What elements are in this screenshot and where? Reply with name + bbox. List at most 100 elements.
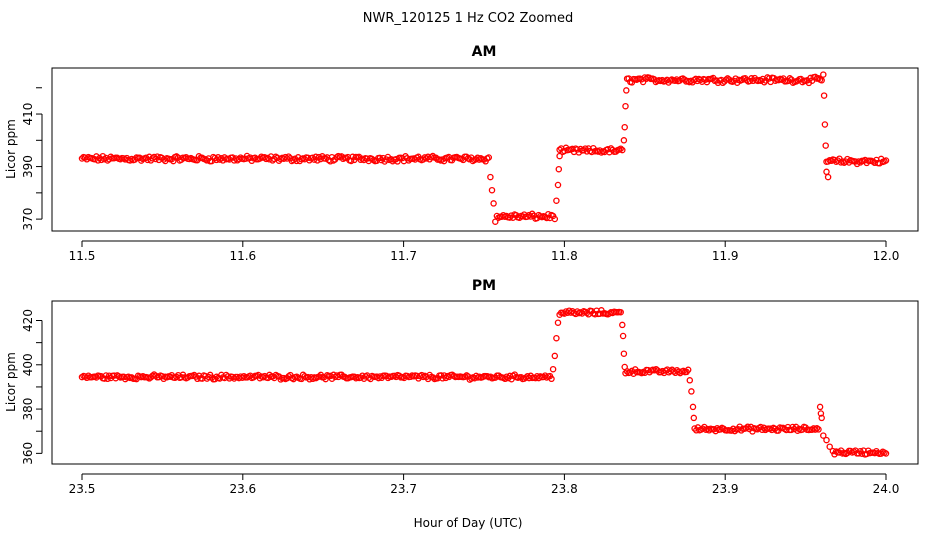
x-tick-label: 23.6 — [229, 482, 256, 496]
data-point — [761, 78, 768, 86]
data-point — [617, 308, 624, 316]
x-tick-label: 23.5 — [69, 482, 96, 496]
plot-frame-am — [51, 67, 919, 232]
data-point — [607, 145, 615, 152]
data-point — [553, 334, 560, 342]
data-point — [826, 443, 833, 450]
data-point — [623, 87, 630, 94]
data-point — [620, 137, 628, 144]
data-point — [815, 426, 822, 433]
data-point — [488, 186, 496, 194]
data-point — [490, 200, 497, 207]
data-point — [328, 375, 336, 382]
data-point — [823, 168, 830, 176]
data-point — [264, 154, 272, 162]
data-point — [503, 373, 510, 380]
data-point — [101, 375, 108, 382]
data-point — [619, 332, 627, 340]
x-tick-label: 11.6 — [229, 249, 256, 263]
x-tick-label: 11.5 — [69, 249, 96, 263]
data-point — [882, 450, 890, 457]
data-point — [617, 145, 624, 152]
y-axis-label-am: Licor ppm — [4, 119, 18, 179]
data-points-am — [78, 71, 890, 225]
y-tick-label: 400 — [21, 353, 35, 376]
y-tick-label: 420 — [21, 309, 35, 332]
data-point — [619, 321, 626, 329]
data-point — [461, 373, 469, 380]
data-point — [620, 350, 628, 357]
data-point — [485, 154, 493, 161]
data-point — [817, 410, 825, 417]
y-ticks-pm: 360 380 400 420 — [21, 309, 43, 465]
data-point — [492, 218, 499, 225]
y-axis-label-pm: Licor ppm — [4, 352, 18, 412]
data-point — [829, 447, 837, 455]
data-point — [549, 365, 557, 373]
data-point — [690, 414, 698, 422]
x-tick-label: 12.0 — [873, 249, 900, 263]
panel-am: AM Licor ppm 11.5 11.6 11.7 11.8 11.9 12.0 37… — [4, 44, 919, 263]
data-point — [487, 173, 494, 181]
y-ticks-am: 370 390 410 — [21, 87, 43, 231]
data-point — [314, 157, 321, 164]
data-point — [554, 181, 562, 189]
y-tick-label: 360 — [21, 442, 35, 465]
panel-pm: PM Licor ppm 23.5 23.6 23.7 23.8 23.9 24.0 36… — [4, 278, 919, 496]
y-tick-label: 380 — [21, 398, 35, 421]
data-point — [786, 75, 794, 82]
x-axis-label: Hour of Day (UTC) — [414, 516, 523, 530]
data-point — [554, 319, 562, 326]
data-point — [548, 375, 555, 383]
panel-title-am: AM — [472, 44, 497, 60]
data-point — [627, 369, 634, 376]
data-point — [820, 92, 828, 99]
y-tick-label: 410 — [21, 103, 35, 126]
x-tick-label: 11.7 — [390, 249, 417, 263]
data-point — [556, 152, 563, 160]
data-point — [820, 71, 827, 78]
data-point — [555, 165, 563, 173]
x-tick-label: 23.8 — [551, 482, 578, 496]
data-point — [551, 215, 559, 223]
figure-title: NWR_120125 1 Hz CO2 Zoomed — [363, 11, 573, 26]
data-point — [524, 213, 531, 220]
data-point — [195, 153, 203, 160]
plot-frame-pm — [51, 300, 919, 465]
data-point — [285, 153, 292, 160]
x-tick-label: 23.9 — [712, 482, 739, 496]
data-point — [824, 173, 832, 181]
data-point — [821, 121, 829, 128]
data-point — [551, 352, 559, 360]
data-point — [816, 403, 824, 411]
data-point — [628, 79, 636, 86]
data-point — [621, 123, 628, 131]
data-point — [882, 157, 890, 164]
data-point — [290, 156, 297, 164]
data-point — [104, 375, 111, 383]
data-point — [684, 366, 692, 374]
data-point — [394, 158, 401, 165]
x-tick-label: 11.9 — [712, 249, 739, 263]
data-point — [818, 414, 825, 422]
data-point — [812, 73, 819, 81]
data-point — [429, 152, 437, 160]
data-point — [689, 403, 697, 411]
x-tick-label: 23.7 — [390, 482, 417, 496]
data-point — [269, 157, 276, 164]
data-point — [857, 159, 864, 166]
data-point — [822, 142, 829, 149]
data-point — [686, 377, 694, 384]
panel-title-pm: PM — [472, 278, 496, 294]
data-point — [622, 102, 629, 110]
x-tick-label: 24.0 — [873, 482, 900, 496]
y-tick-label: 390 — [21, 155, 35, 178]
x-tick-label: 11.8 — [551, 249, 578, 263]
data-point — [553, 197, 560, 204]
data-point — [543, 214, 550, 222]
data-point — [619, 146, 626, 154]
data-point — [818, 77, 825, 84]
x-ticks-am: 11.5 11.6 11.7 11.8 11.9 12.0 — [69, 240, 900, 263]
data-point — [823, 436, 830, 444]
